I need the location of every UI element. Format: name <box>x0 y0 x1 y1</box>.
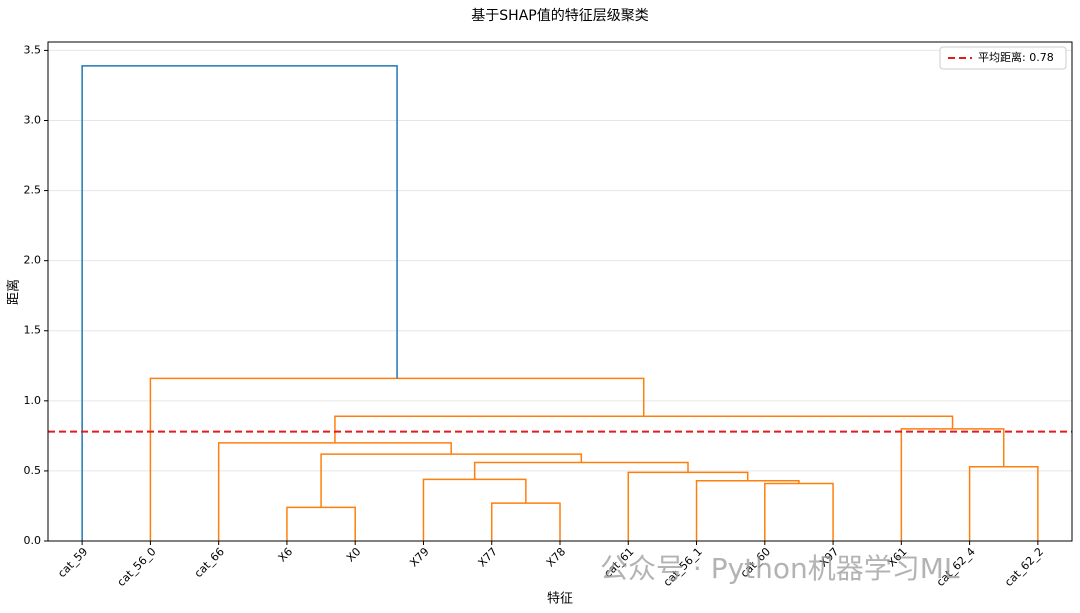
dendrogram-link <box>968 465 1039 541</box>
dendrogram-link <box>695 479 800 541</box>
dendrogram-link <box>764 482 834 541</box>
y-tick-label: 0.5 <box>24 464 42 477</box>
legend: 平均距离: 0.78 <box>939 46 1067 70</box>
dendrogram-link <box>422 478 527 541</box>
chart-title: 基于SHAP值的特征层级聚类 <box>471 7 648 24</box>
dendrogram-link <box>286 506 356 541</box>
legend-box <box>939 46 1067 70</box>
legend-label: 平均距离: 0.78 <box>978 50 1054 64</box>
dendrogram-link <box>320 453 583 508</box>
x-axis-label: 特征 <box>547 592 573 607</box>
y-tick-label: 1.0 <box>24 394 42 407</box>
y-tick-label: 3.5 <box>24 43 42 56</box>
y-tick-label: 3.0 <box>24 113 42 126</box>
watermark: 公众号 · Python机器学习ML <box>600 552 960 585</box>
y-tick-label: 2.5 <box>24 184 42 197</box>
plot-frame <box>47 41 1073 542</box>
dendrogram-link <box>81 65 398 541</box>
y-axis-label: 距离 <box>6 279 22 305</box>
dendrogram-link <box>473 461 689 480</box>
y-tick-label: 1.5 <box>24 324 42 337</box>
y-tick-label: 0.0 <box>24 534 42 547</box>
y-tick-label: 2.0 <box>24 254 42 267</box>
